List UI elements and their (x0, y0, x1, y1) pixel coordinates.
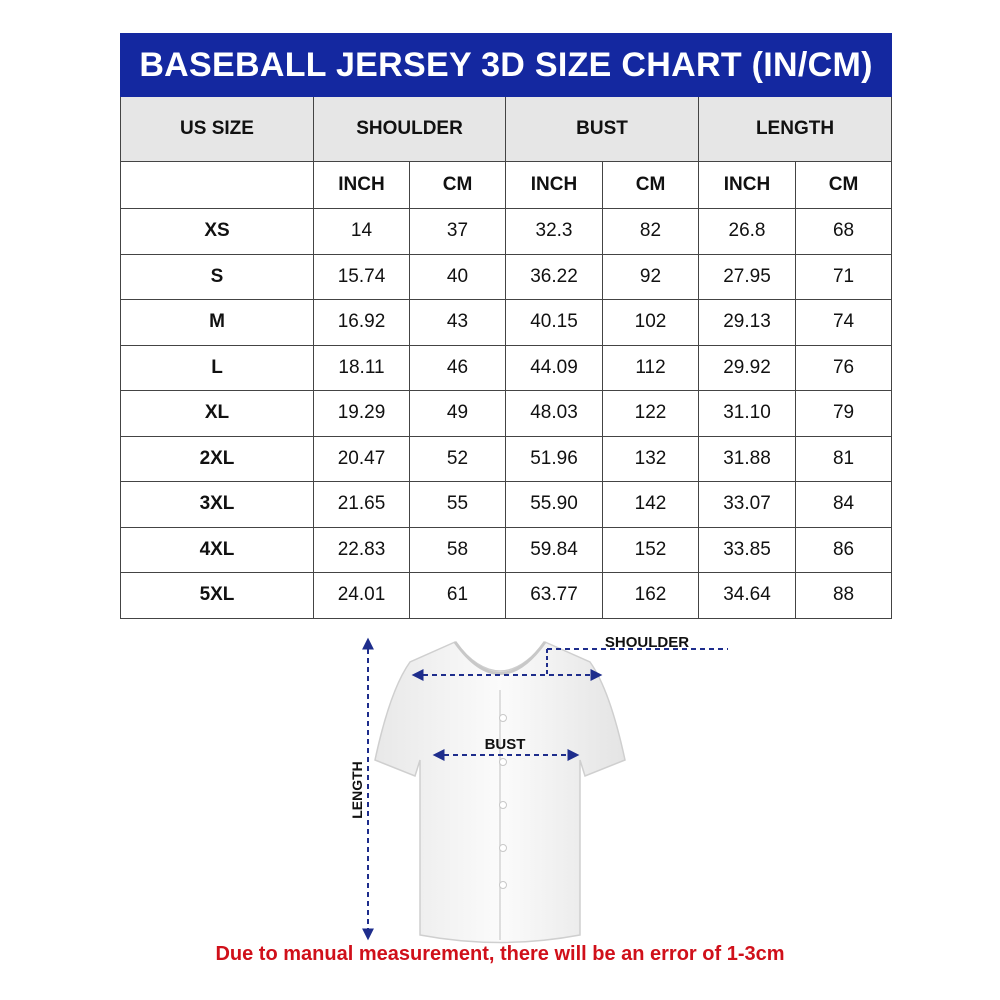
measurement-cell: 102 (602, 299, 699, 346)
measurement-cell: 92 (602, 253, 699, 300)
table-row: XS 14 37 32.3 82 26.8 68 (120, 208, 893, 255)
measurement-cell: 112 (602, 344, 699, 391)
header-us-size: US SIZE (120, 96, 314, 162)
button (499, 881, 507, 889)
measurement-cell: 74 (794, 299, 893, 346)
table-row: 3XL 21.65 55 55.90 142 33.07 84 (120, 481, 893, 528)
measurement-cell: 22.83 (313, 526, 410, 573)
measurement-cell: 31.88 (698, 435, 796, 482)
size-cell: M (120, 299, 314, 346)
unit-header: CM (794, 161, 893, 209)
measurement-cell: 32.3 (505, 208, 603, 255)
measurement-cell: 61 (409, 572, 506, 619)
measurement-cell: 33.07 (698, 481, 796, 528)
measurement-cell: 132 (602, 435, 699, 482)
table-row: S 15.74 40 36.22 92 27.95 71 (120, 253, 893, 300)
bust-label: BUST (485, 736, 526, 753)
measurement-cell: 51.96 (505, 435, 603, 482)
table-row: 2XL 20.47 52 51.96 132 31.88 81 (120, 435, 893, 482)
size-cell: 5XL (120, 572, 314, 619)
button (499, 844, 507, 852)
measurement-cell: 84 (794, 481, 893, 528)
unit-header: CM (409, 161, 506, 209)
measurement-cell: 26.8 (698, 208, 796, 255)
unit-header: INCH (698, 161, 796, 209)
measurement-cell: 46 (409, 344, 506, 391)
button (499, 801, 507, 809)
measurement-cell: 81 (794, 435, 893, 482)
size-cell: 4XL (120, 526, 314, 573)
header-length: LENGTH (697, 96, 893, 162)
size-cell: S (120, 253, 314, 300)
measurement-note: Due to manual measurement, there will be… (215, 943, 785, 965)
measurement-cell: 40.15 (505, 299, 603, 346)
measurement-cell: 20.47 (313, 435, 410, 482)
measurement-cell: 59.84 (505, 526, 603, 573)
table-row: 4XL 22.83 58 59.84 152 33.85 86 (120, 526, 893, 573)
measurement-cell: 34.64 (698, 572, 796, 619)
measurement-cell: 88 (794, 572, 893, 619)
measurement-cell: 37 (409, 208, 506, 255)
measurement-cell: 40 (409, 253, 506, 300)
measurement-cell: 44.09 (505, 344, 603, 391)
measurement-cell: 29.13 (698, 299, 796, 346)
table-row: XL 19.29 49 48.03 122 31.10 79 (120, 390, 893, 437)
shoulder-label: SHOULDER (605, 634, 689, 651)
unit-header: INCH (505, 161, 603, 209)
measurement-cell: 49 (409, 390, 506, 437)
measurement-cell: 76 (794, 344, 893, 391)
measurement-cell: 52 (409, 435, 506, 482)
size-cell: 3XL (120, 481, 314, 528)
button (499, 714, 507, 722)
unit-header: CM (602, 161, 699, 209)
table-row: 5XL 24.01 61 63.77 162 34.64 88 (120, 572, 893, 619)
measurement-cell: 21.65 (313, 481, 410, 528)
measurement-cell: 86 (794, 526, 893, 573)
button (499, 758, 507, 766)
length-label: LENGTH (349, 761, 365, 819)
measurement-cell: 82 (602, 208, 699, 255)
measurement-cell: 142 (602, 481, 699, 528)
measurement-cell: 31.10 (698, 390, 796, 437)
size-chart-table: BASEBALL JERSEY 3D SIZE CHART (IN/CM) US… (119, 33, 893, 619)
chart-title: BASEBALL JERSEY 3D SIZE CHART (IN/CM) (119, 33, 893, 97)
measurement-cell: 15.74 (313, 253, 410, 300)
measurement-cell: 27.95 (698, 253, 796, 300)
measurement-cell: 24.01 (313, 572, 410, 619)
measurement-cell: 122 (602, 390, 699, 437)
header-bust: BUST (505, 96, 699, 162)
measurement-cell: 162 (602, 572, 699, 619)
measurement-cell: 43 (409, 299, 506, 346)
measurement-cell: 18.11 (313, 344, 410, 391)
unit-header: INCH (313, 161, 410, 209)
measurement-cell: 71 (794, 253, 893, 300)
measurement-cell: 79 (794, 390, 893, 437)
measurement-cell: 63.77 (505, 572, 603, 619)
